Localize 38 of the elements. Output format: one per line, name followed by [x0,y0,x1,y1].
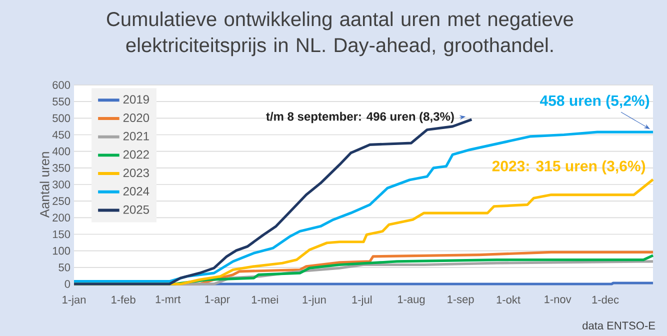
y-tick-label: 600 [52,81,70,89]
x-tick-label: 1-jan [62,296,86,306]
y-tick-label: 250 [52,197,70,205]
x-tick-label: 1-jul [352,296,372,306]
text: data ENTSO-E [582,321,655,330]
legend-label: 2023 [123,168,149,178]
y-tick-label: 550 [52,98,70,106]
annotation: 2023: 315 uren (3,6%) [492,160,646,174]
x-tick-label: 1-apr [205,296,230,306]
x-tick-label: 1-aug [398,296,425,306]
y-tick-label: 400 [52,147,70,156]
y-tick-label: 200 [52,214,70,222]
y-tick-label: 100 [52,246,70,255]
legend-label: 2022 [123,150,149,159]
chart-title: Cumulatieve ontwikkeling aantal uren met negatieve elektriciteitsprijs in NL. Day-ahead, groothandel. [107,12,574,56]
x-tick-label: 1-sep [448,296,474,306]
legend-label: 2021 [123,132,149,140]
legend-label: 2024 [123,186,150,196]
x-tick-label: 1-nov [544,296,572,304]
y-tick-label: 0 [64,280,70,288]
y-tick-label: 50 [58,264,70,272]
x-tick-label: 1-feb [112,296,136,304]
x-tick-label: 1-okt [496,296,520,304]
legend-label: 2025 [123,205,150,214]
y-tick-label: 150 [52,230,70,238]
y-tick-label: 300 [52,180,70,188]
y-tick-label: 500 [52,114,70,122]
annotation: 458 uren (5,2%) [540,94,650,109]
x-tick-label: 1-mei [252,296,278,304]
legend-label: 2020 [123,114,150,122]
x-tick-label: 1-jun [302,296,326,306]
legend-label: 2019 [123,95,149,104]
y-axis-title: Aantal uren [40,152,50,218]
x-tick-label: 1-mrt [156,296,181,304]
annotation: t/m 8 september: 496 uren (8,3%) [266,112,454,124]
y-tick-label: 350 [52,164,70,172]
x-tick-label: 1-dec [592,296,619,304]
y-tick-label: 450 [52,130,70,139]
